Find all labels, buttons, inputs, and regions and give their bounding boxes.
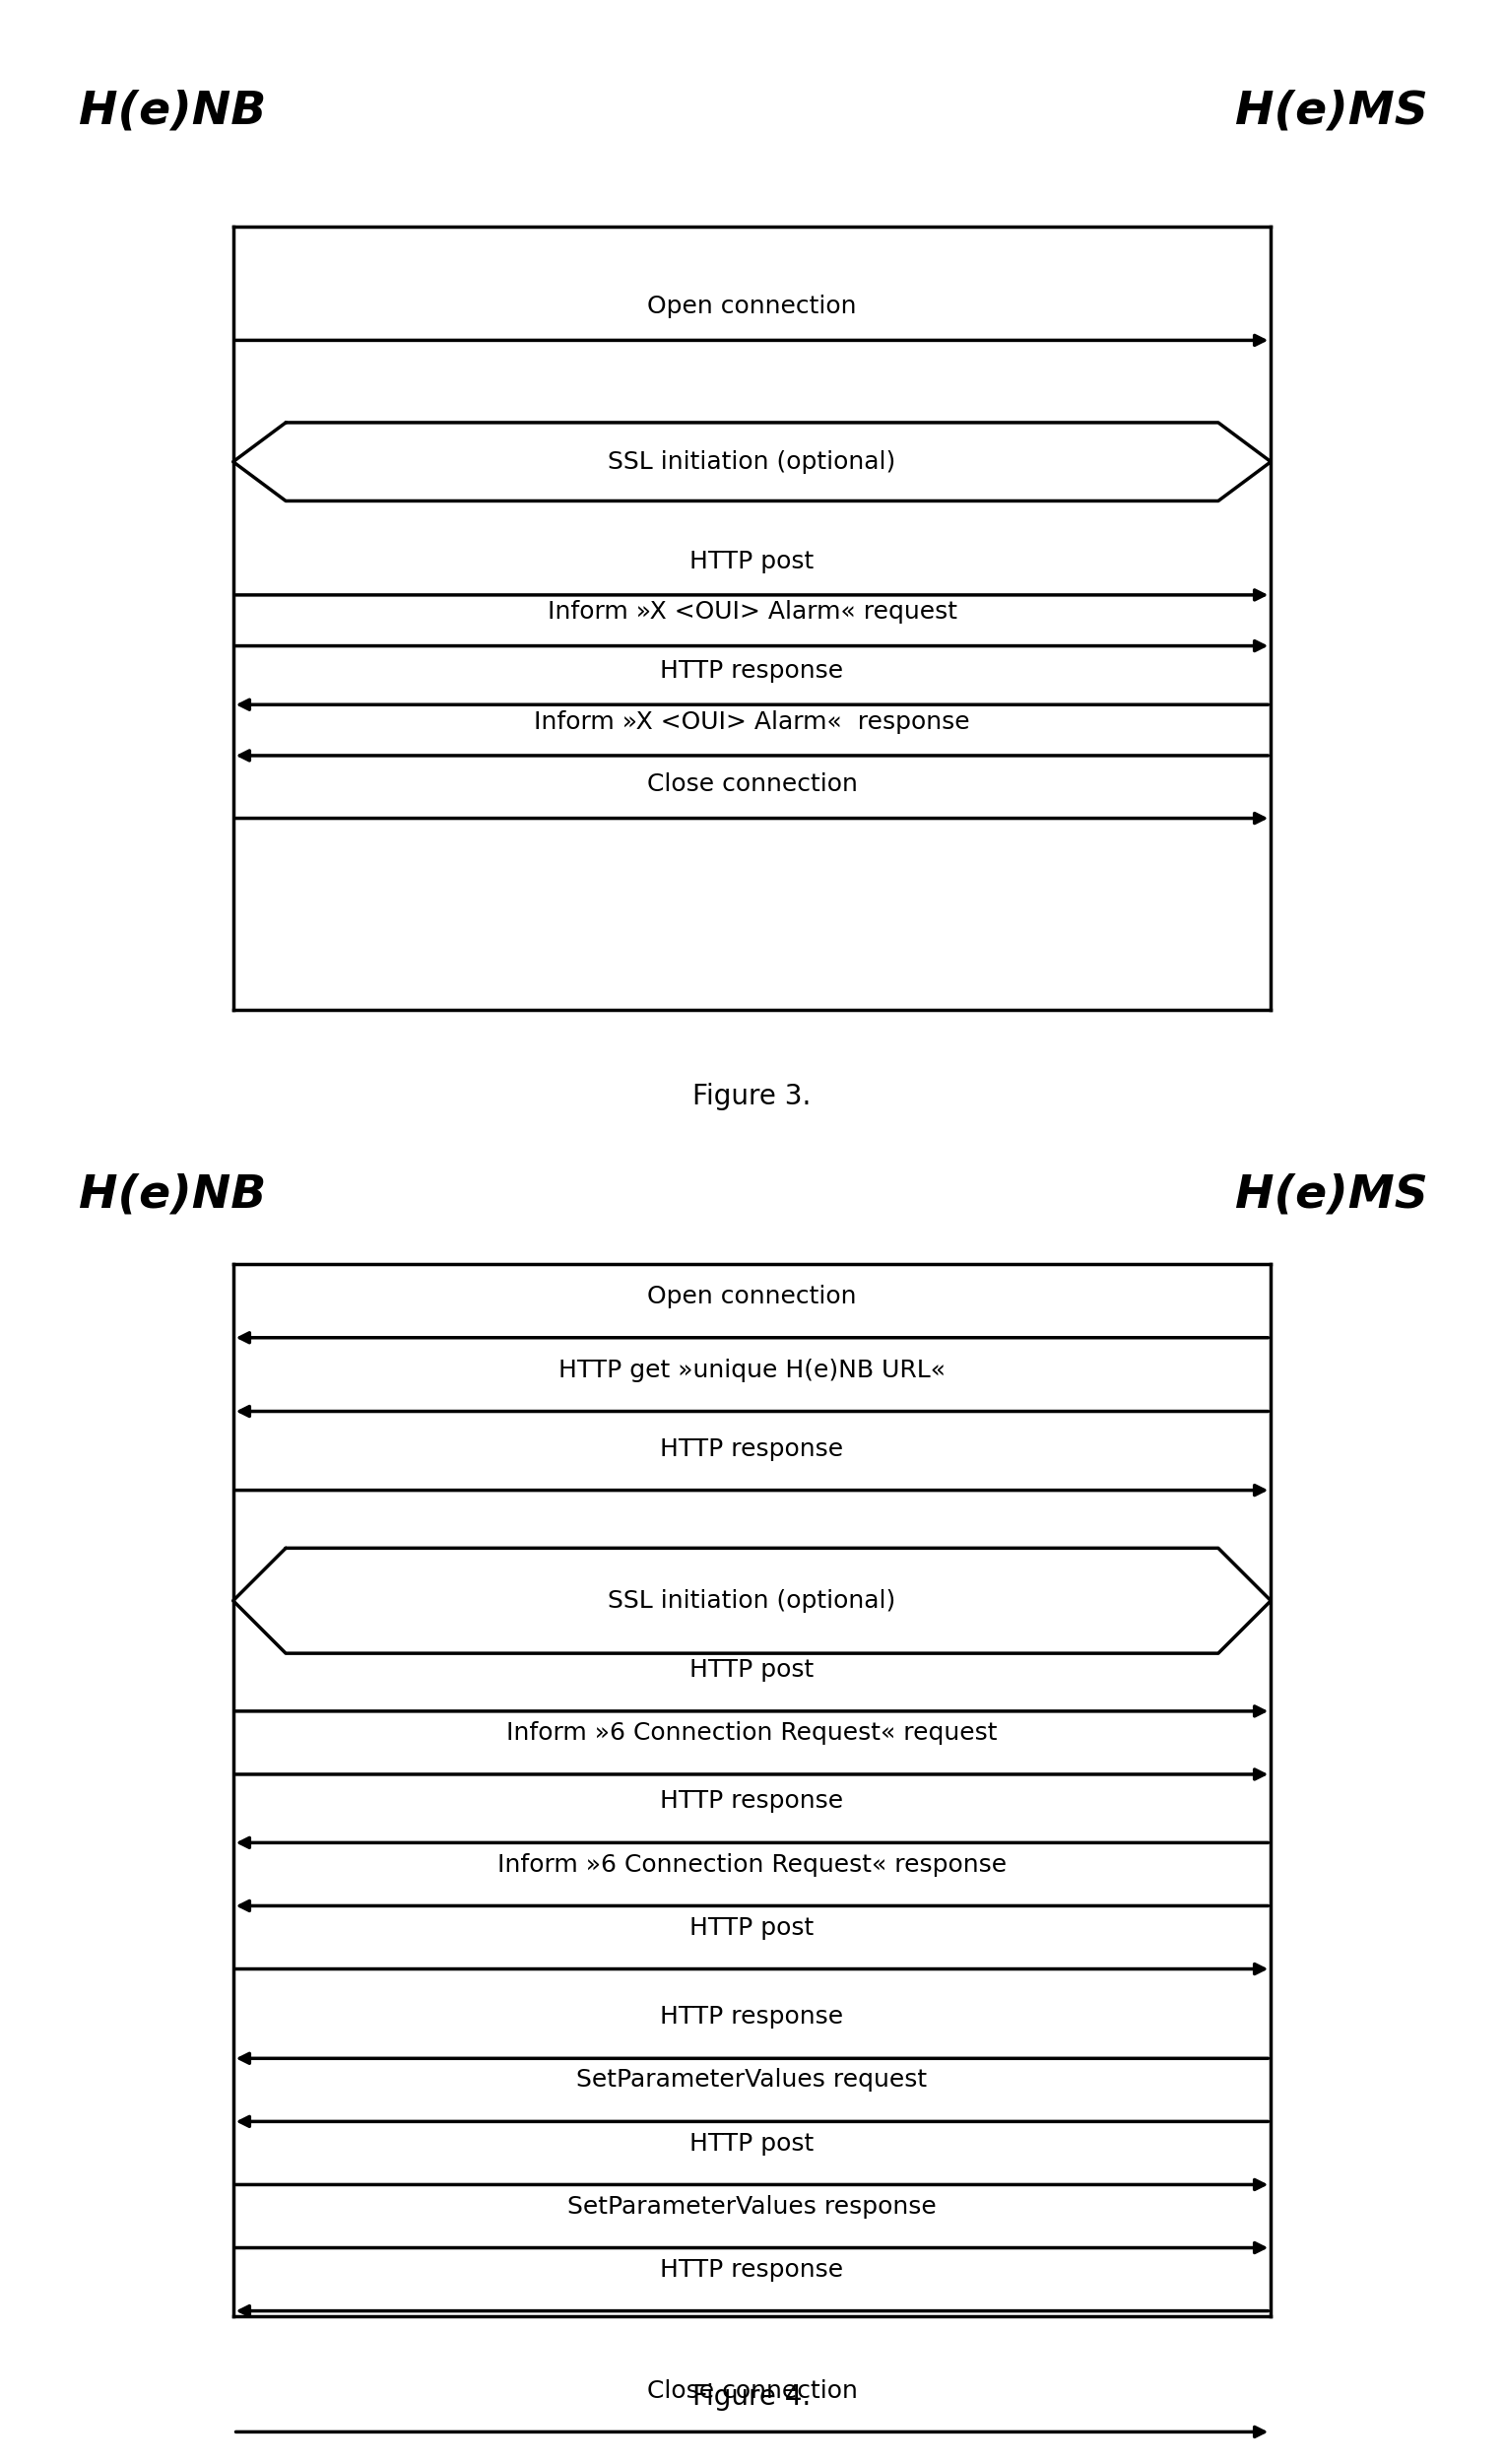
Text: H(e)MS: H(e)MS	[1235, 89, 1427, 133]
Text: Inform »X <OUI> Alarm«  response: Inform »X <OUI> Alarm« response	[534, 710, 970, 734]
Text: SetParameterValues request: SetParameterValues request	[576, 2067, 928, 2092]
Text: Inform »X <OUI> Alarm« request: Inform »X <OUI> Alarm« request	[547, 601, 957, 623]
Text: HTTP response: HTTP response	[660, 1789, 844, 1814]
Text: H(e)NB: H(e)NB	[80, 1173, 266, 1217]
Text: Open connection: Open connection	[647, 296, 857, 318]
Text: HTTP post: HTTP post	[690, 1658, 814, 1683]
Text: HTTP response: HTTP response	[660, 658, 844, 683]
Text: HTTP post: HTTP post	[690, 1917, 814, 1939]
Text: Figure 4.: Figure 4.	[693, 2383, 811, 2412]
Text: Close connection: Close connection	[647, 2378, 857, 2402]
Text: Inform »6 Connection Request« request: Inform »6 Connection Request« request	[507, 1722, 997, 1745]
Text: HTTP post: HTTP post	[690, 2131, 814, 2156]
Text: HTTP get »unique H(e)NB URL«: HTTP get »unique H(e)NB URL«	[558, 1358, 946, 1382]
Text: Inform »6 Connection Request« response: Inform »6 Connection Request« response	[498, 1853, 1006, 1878]
Text: SetParameterValues response: SetParameterValues response	[567, 2195, 937, 2218]
Text: SSL initiation (optional): SSL initiation (optional)	[608, 451, 896, 473]
Text: Figure 3.: Figure 3.	[693, 1082, 811, 1111]
Text: H(e)NB: H(e)NB	[80, 89, 266, 133]
Text: HTTP response: HTTP response	[660, 1437, 844, 1461]
Text: SSL initiation (optional): SSL initiation (optional)	[608, 1589, 896, 1611]
Text: HTTP response: HTTP response	[660, 2257, 844, 2282]
Text: Open connection: Open connection	[647, 1284, 857, 1308]
Text: HTTP post: HTTP post	[690, 549, 814, 574]
Text: HTTP response: HTTP response	[660, 2006, 844, 2028]
Text: H(e)MS: H(e)MS	[1235, 1173, 1427, 1217]
Text: Close connection: Close connection	[647, 774, 857, 796]
